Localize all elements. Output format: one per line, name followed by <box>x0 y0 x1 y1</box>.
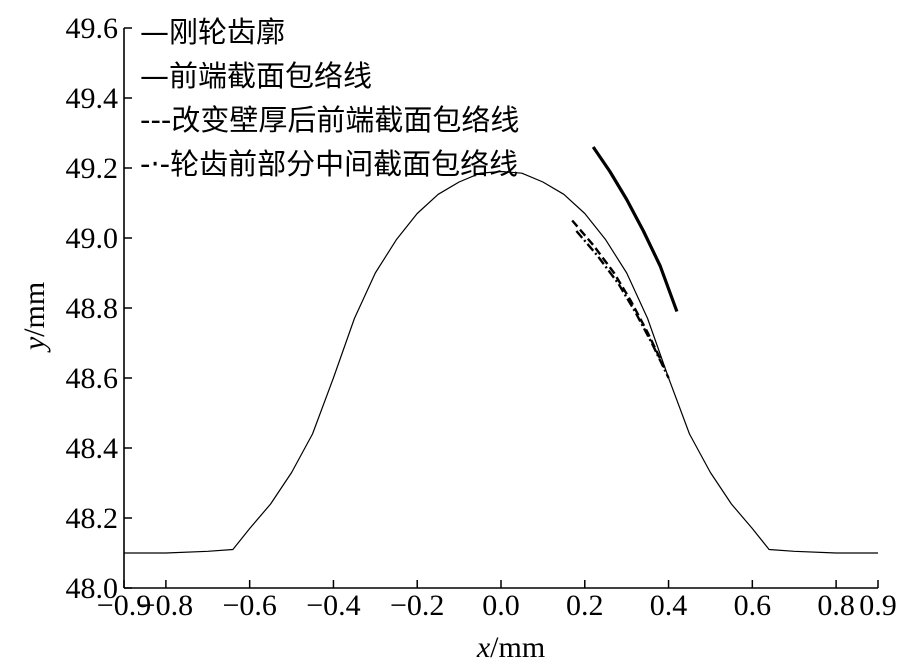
plot-area <box>124 146 878 554</box>
series-line-2 <box>591 146 679 313</box>
y-tick-label: 48.8 <box>66 292 119 325</box>
x-tick-label: 0.0 <box>482 589 520 622</box>
x-tick-label: 0.6 <box>734 589 772 622</box>
series-line-3 <box>571 219 666 369</box>
y-ticks: 48.0 48.2 48.4 48.6 48.8 49.0 49.2 49.4 49.6 <box>66 12 132 605</box>
series-line-4 <box>575 230 670 379</box>
x-tick-label: −0.9 <box>97 589 151 622</box>
x-ticks: −0.9−0.8 −0.6 −0.4 −0.2 0.0 0.2 0.4 0.6 0.8 0.9 <box>97 580 897 622</box>
y-tick-label: 48.6 <box>66 362 119 395</box>
legend-entry-3: ---改变壁厚后前端截面包络线 <box>140 103 519 137</box>
y-tick-label: 48.4 <box>66 432 119 465</box>
x-tick-label: 0.8 <box>817 589 855 622</box>
x-tick-label: −0.6 <box>222 589 276 622</box>
y-tick-label: 49.6 <box>66 12 119 45</box>
legend-entry-2: —前端截面包络线 <box>140 59 372 93</box>
series-line-1 <box>124 170 878 554</box>
legend-entry-1: —刚轮齿廓 <box>140 15 285 49</box>
x-axis-var: x <box>476 631 491 664</box>
y-tick-label: 48.0 <box>66 572 119 605</box>
y-tick-label: 49.4 <box>66 82 119 115</box>
y-axis-unit: /mm <box>18 282 51 337</box>
y-axis-var: y <box>18 336 51 353</box>
x-tick-label: 0.4 <box>650 589 688 622</box>
x-tick-label: −0.8 <box>139 589 193 622</box>
x-axis-unit: /mm <box>490 631 545 664</box>
x-tick-label: 0.2 <box>566 589 604 622</box>
x-tick-label: −0.4 <box>306 589 360 622</box>
x-axis-title: x/mm <box>476 631 545 664</box>
x-tick-label: −0.2 <box>390 589 444 622</box>
legend-entry-4: -·-轮齿前部分中间截面包络线 <box>140 147 518 181</box>
y-tick-label: 48.2 <box>66 502 119 535</box>
y-tick-label: 49.0 <box>66 222 119 255</box>
y-tick-label: 49.2 <box>66 152 119 185</box>
y-axis-title: y/mm <box>18 282 51 353</box>
x-tick-label: 0.9 <box>859 589 897 622</box>
legend: —刚轮齿廓 —前端截面包络线 ---改变壁厚后前端截面包络线 -·-轮齿前部分中间截面… <box>140 15 519 181</box>
